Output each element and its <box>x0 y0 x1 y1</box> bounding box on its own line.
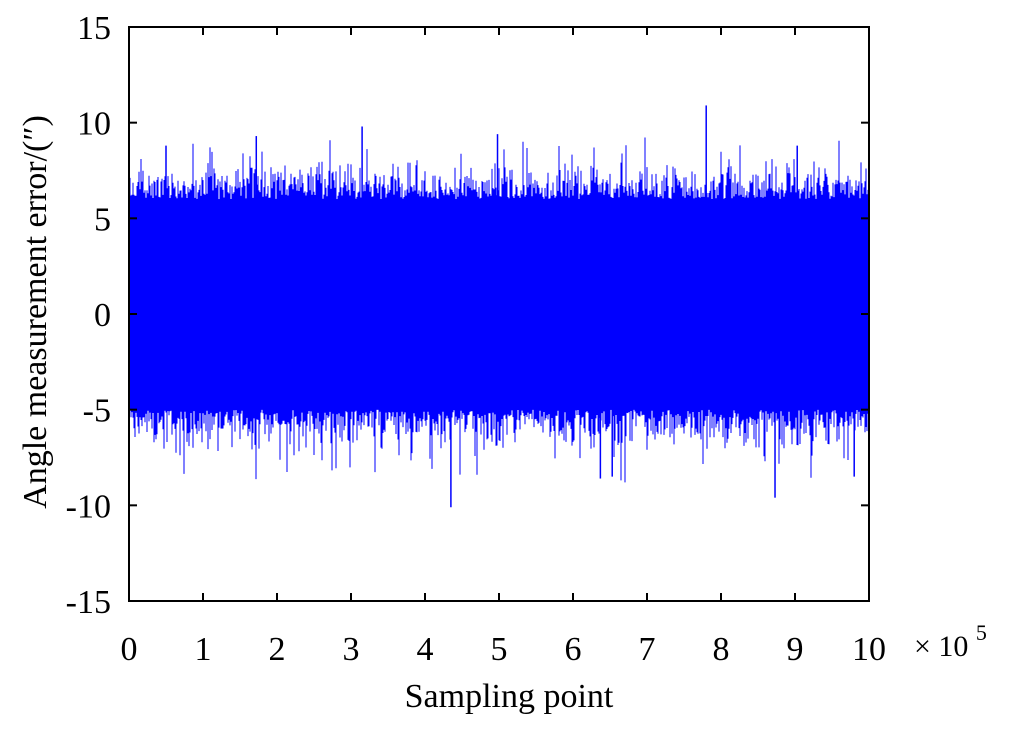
axis-ticks <box>128 26 870 602</box>
x-tick-labels: 0 1 2 3 4 5 6 7 8 9 10 <box>121 631 887 668</box>
x-tick-label: 9 <box>787 631 804 668</box>
x-scale-multiplier: × 10 5 <box>914 620 987 663</box>
x-axis-title: Sampling point <box>405 678 614 715</box>
y-tick-labels: 15 10 5 0 -5 -10 -15 <box>66 10 111 621</box>
y-axis-title: Angle measurement error/(″) <box>17 115 54 509</box>
x-tick-label: 8 <box>713 631 730 668</box>
x-tick-label: 1 <box>195 631 212 668</box>
y-tick-label: 15 <box>77 10 111 47</box>
x-tick-label: 10 <box>852 631 886 668</box>
x-tick-label: 3 <box>343 631 360 668</box>
x-tick-label: 4 <box>417 631 434 668</box>
y-tick-label: -15 <box>66 584 111 621</box>
x-tick-label: 0 <box>121 631 138 668</box>
x-scale-text: × 10 <box>914 630 968 663</box>
x-tick-label: 7 <box>639 631 656 668</box>
y-tick-label: 5 <box>94 201 111 238</box>
x-scale-exponent: 5 <box>976 620 987 645</box>
series-signal <box>128 105 870 508</box>
y-tick-label: 10 <box>77 106 111 143</box>
y-tick-label: 0 <box>94 297 111 334</box>
x-tick-label: 6 <box>565 631 582 668</box>
x-tick-label: 2 <box>269 631 286 668</box>
x-tick-label: 5 <box>491 631 508 668</box>
y-tick-label: -10 <box>66 488 111 525</box>
y-tick-label: -5 <box>83 393 111 430</box>
